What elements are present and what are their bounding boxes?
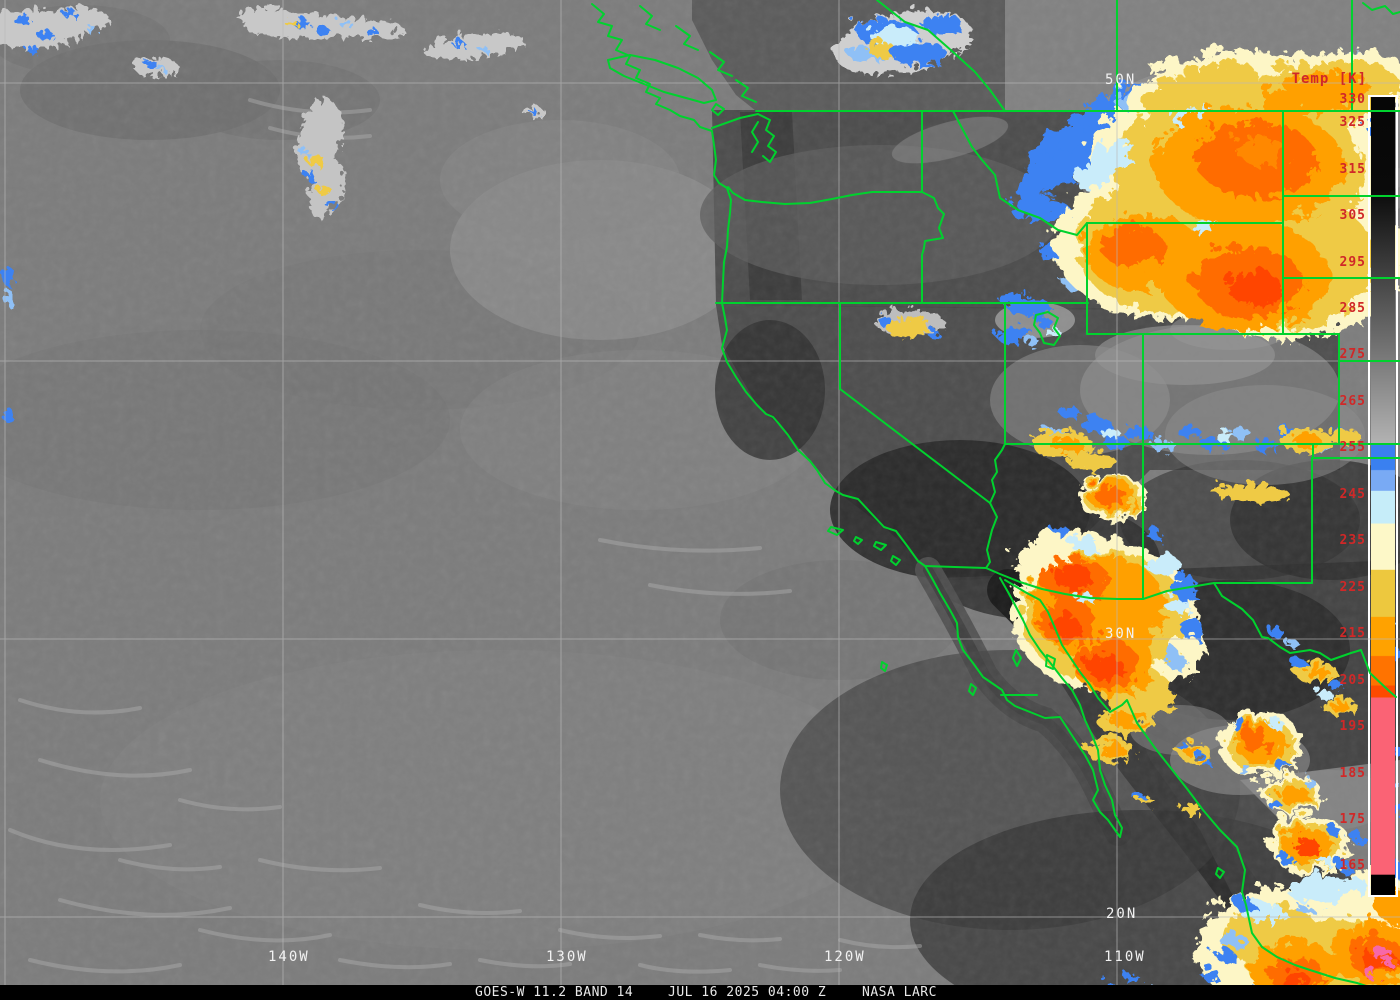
map-boundaries bbox=[591, 0, 1400, 989]
footer-credit: NASA LARC bbox=[862, 985, 937, 1000]
lat-label-20N: 20N bbox=[1106, 906, 1138, 922]
storm-montana bbox=[990, 44, 1400, 338]
colorbar-tick-175: 175 bbox=[1339, 811, 1366, 827]
colorbar-tick-305: 305 bbox=[1339, 208, 1366, 224]
storm-sonora bbox=[1008, 519, 1200, 757]
lat-label-50N: 50N bbox=[1105, 72, 1137, 88]
colorbar bbox=[1368, 95, 1398, 897]
colorbar-tick-265: 265 bbox=[1339, 393, 1366, 409]
colorbar-tick-215: 215 bbox=[1339, 626, 1366, 642]
storm-alberta bbox=[828, 6, 968, 70]
colorbar-tick-255: 255 bbox=[1339, 440, 1366, 456]
colorbar-frame bbox=[1368, 95, 1398, 897]
colorbar-tick-205: 205 bbox=[1339, 672, 1366, 688]
colorbar-tick-295: 295 bbox=[1339, 254, 1366, 270]
colorbar-tick-285: 285 bbox=[1339, 301, 1366, 317]
colorbar-gradient bbox=[1371, 97, 1395, 895]
lon-label-110W: 110W bbox=[1104, 949, 1146, 965]
storm-round-blob bbox=[1073, 470, 1143, 516]
pacific-speckles bbox=[0, 3, 1058, 418]
colorbar-tick-225: 225 bbox=[1339, 579, 1366, 595]
lon-label-120W: 120W bbox=[824, 949, 866, 965]
colorbar-tick-315: 315 bbox=[1339, 161, 1366, 177]
colorbar-tick-325: 325 bbox=[1339, 115, 1366, 131]
lon-label-140W: 140W bbox=[268, 949, 310, 965]
footer-timestamp: JUL 16 2025 04:00 Z bbox=[668, 985, 827, 1000]
colorbar-tick-235: 235 bbox=[1339, 533, 1366, 549]
lat-label-30N: 30N bbox=[1105, 626, 1137, 642]
colorbar-title: Temp [K] bbox=[1291, 71, 1367, 87]
colorbar-tick-185: 185 bbox=[1339, 765, 1366, 781]
colorbar-tick-330: 330 bbox=[1339, 92, 1366, 107]
colorbar-tick-245: 245 bbox=[1339, 486, 1366, 502]
colorbar-tick-165: 165 bbox=[1339, 858, 1366, 874]
footer-bar: GOES-W 11.2 BAND 14 JUL 16 2025 04:00 Z … bbox=[0, 985, 1400, 1000]
colorbar-tick-275: 275 bbox=[1339, 347, 1366, 363]
colorbar-tick-195: 195 bbox=[1339, 719, 1366, 735]
lon-label-130W: 130W bbox=[546, 949, 588, 965]
footer-sensor-label: GOES-W 11.2 BAND 14 bbox=[475, 985, 634, 1000]
